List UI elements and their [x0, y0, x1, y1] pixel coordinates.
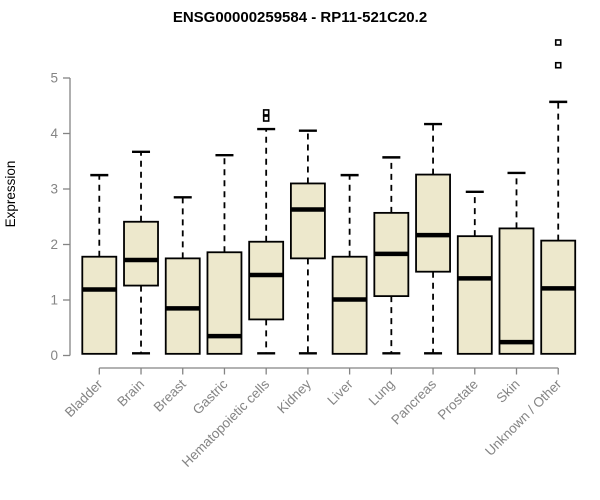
- box-rect: [540, 239, 577, 355]
- y-tick-label: 2: [50, 237, 58, 252]
- outlier-point: [262, 115, 270, 122]
- x-tick-label: Unknown / Other: [482, 376, 565, 459]
- x-tick-label: Skin: [493, 377, 522, 406]
- box-rect: [331, 255, 368, 355]
- y-tick-label: 0: [50, 348, 58, 363]
- x-tick-label: Lung: [366, 377, 398, 409]
- outlier-point: [554, 39, 562, 46]
- outlier-point: [554, 61, 562, 69]
- box-rect: [415, 173, 451, 273]
- x-tick-label: Liver: [324, 376, 356, 408]
- x-tick-label: Breast: [151, 376, 189, 414]
- y-tick-label: 5: [50, 71, 58, 86]
- box-rect: [498, 227, 535, 355]
- x-tick-label: Pancreas: [388, 376, 439, 427]
- y-axis-label: Expression: [3, 161, 18, 228]
- x-tick-label: Kidney: [274, 376, 314, 416]
- outlier-point: [262, 109, 270, 116]
- box-rect: [123, 220, 159, 287]
- x-tick-label: Bladder: [62, 376, 106, 420]
- x-tick-label: Prostate: [435, 377, 481, 423]
- box-rect: [456, 235, 493, 355]
- box-rect: [206, 251, 243, 355]
- y-tick-label: 3: [50, 182, 58, 197]
- chart-title: ENSG00000259584 - RP11-521C20.2: [173, 9, 427, 26]
- box-rect: [289, 182, 326, 260]
- box-rect: [81, 255, 118, 355]
- box-rect: [248, 240, 285, 321]
- x-tick-label: Gastric: [190, 376, 231, 417]
- x-tick-label: Brain: [114, 377, 147, 410]
- y-tick-label: 1: [50, 293, 58, 308]
- y-tick-label: 4: [50, 126, 58, 141]
